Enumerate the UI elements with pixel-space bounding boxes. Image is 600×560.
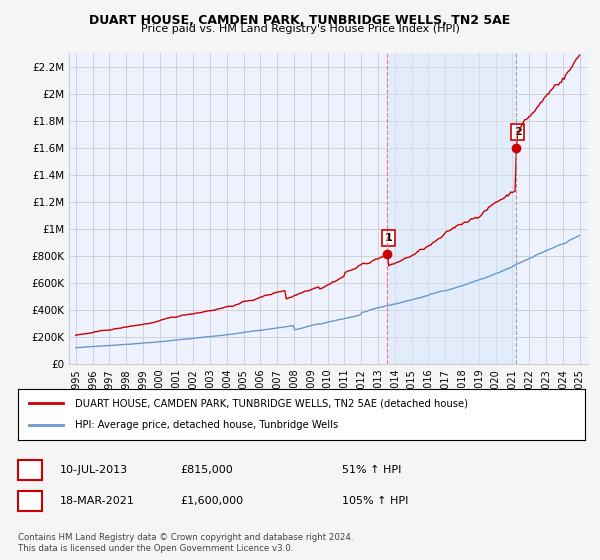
Bar [387,53,516,364]
Text: 1: 1 [385,233,392,243]
Text: 10-JUL-2013: 10-JUL-2013 [60,465,128,475]
Text: Price paid vs. HM Land Registry's House Price Index (HPI): Price paid vs. HM Land Registry's House … [140,24,460,34]
Text: DUART HOUSE, CAMDEN PARK, TUNBRIDGE WELLS, TN2 5AE: DUART HOUSE, CAMDEN PARK, TUNBRIDGE WELL… [89,14,511,27]
Text: 2: 2 [26,494,34,508]
Text: £1,600,000: £1,600,000 [180,496,243,506]
Text: 2: 2 [514,127,521,137]
Text: £815,000: £815,000 [180,465,233,475]
Text: 51% ↑ HPI: 51% ↑ HPI [342,465,401,475]
Text: 1: 1 [26,464,34,477]
Text: Contains HM Land Registry data © Crown copyright and database right 2024.
This d: Contains HM Land Registry data © Crown c… [18,533,353,553]
Text: 105% ↑ HPI: 105% ↑ HPI [342,496,409,506]
Text: 18-MAR-2021: 18-MAR-2021 [60,496,135,506]
Text: DUART HOUSE, CAMDEN PARK, TUNBRIDGE WELLS, TN2 5AE (detached house): DUART HOUSE, CAMDEN PARK, TUNBRIDGE WELL… [75,398,468,408]
Text: HPI: Average price, detached house, Tunbridge Wells: HPI: Average price, detached house, Tunb… [75,421,338,431]
